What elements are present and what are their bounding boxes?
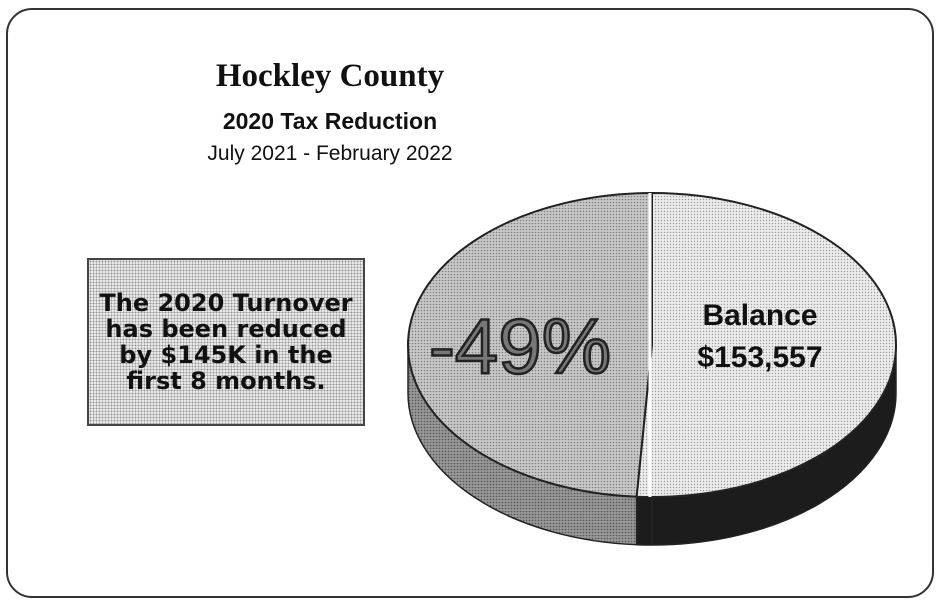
slice-label-balance: Balance — [702, 299, 817, 332]
pie-slice-reduction — [407, 191, 653, 498]
pie-slice-balance — [635, 191, 897, 498]
callout-box: The 2020 Turnover has been reduced by $1… — [87, 258, 365, 426]
date-range: July 2021 - February 2022 — [207, 142, 453, 165]
callout-text: The 2020 Turnover has been reduced by $1… — [99, 289, 353, 395]
slice-value-balance: $153,557 — [697, 341, 822, 374]
chart-title: Hockley County — [215, 58, 445, 94]
chart-subtitle: 2020 Tax Reduction — [222, 108, 438, 134]
slice-label-reduction: -49% — [429, 302, 611, 390]
